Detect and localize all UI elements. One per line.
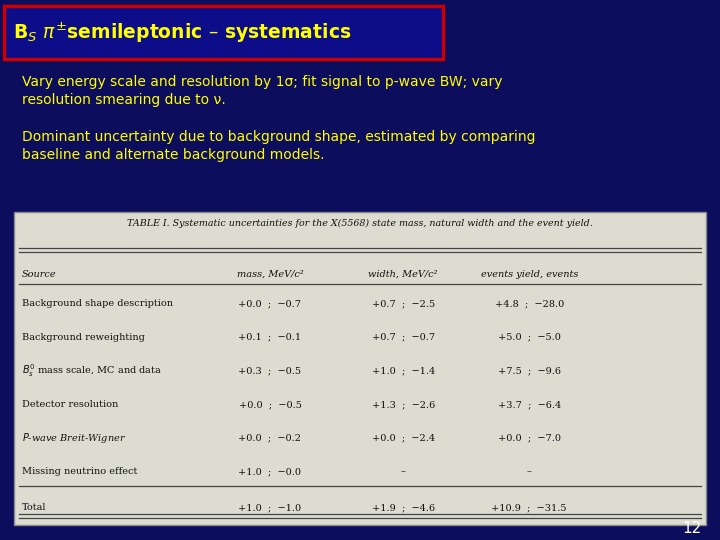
Text: Total: Total — [22, 503, 46, 512]
Text: +0.0  ;  −2.4: +0.0 ; −2.4 — [372, 434, 435, 443]
Text: +0.0  ;  −0.5: +0.0 ; −0.5 — [238, 400, 302, 409]
Text: +1.3  ;  −2.6: +1.3 ; −2.6 — [372, 400, 435, 409]
FancyBboxPatch shape — [14, 212, 706, 525]
Text: +1.0  ;  −1.0: +1.0 ; −1.0 — [238, 503, 302, 512]
Text: +1.0  ;  −1.4: +1.0 ; −1.4 — [372, 367, 435, 375]
Text: +10.9  ;  −31.5: +10.9 ; −31.5 — [492, 503, 567, 512]
Text: events yield, events: events yield, events — [480, 270, 578, 279]
Text: +0.7  ;  −2.5: +0.7 ; −2.5 — [372, 299, 435, 308]
Text: +0.0  ;  −0.2: +0.0 ; −0.2 — [238, 434, 302, 443]
Text: +0.1  ;  −0.1: +0.1 ; −0.1 — [238, 333, 302, 342]
Text: width, MeV/c²: width, MeV/c² — [369, 270, 438, 279]
FancyBboxPatch shape — [4, 6, 443, 59]
Text: Background shape description: Background shape description — [22, 299, 173, 308]
Text: Vary energy scale and resolution by 1σ; fit signal to p-wave BW; vary
resolution: Vary energy scale and resolution by 1σ; … — [22, 75, 502, 107]
Text: mass, MeV/c²: mass, MeV/c² — [237, 270, 303, 279]
Text: +1.0  ;  −0.0: +1.0 ; −0.0 — [238, 467, 302, 476]
Text: –: – — [527, 467, 531, 476]
Text: +5.0  ;  −5.0: +5.0 ; −5.0 — [498, 333, 561, 342]
Text: 12: 12 — [683, 521, 702, 536]
Text: Background reweighting: Background reweighting — [22, 333, 145, 342]
Text: +0.0  ;  −0.7: +0.0 ; −0.7 — [238, 299, 302, 308]
Text: Dominant uncertainty due to background shape, estimated by comparing
baseline an: Dominant uncertainty due to background s… — [22, 130, 535, 162]
Text: Missing neutrino effect: Missing neutrino effect — [22, 467, 137, 476]
Text: +7.5  ;  −9.6: +7.5 ; −9.6 — [498, 367, 561, 375]
Text: B$_S$ $\pi^{\pm}$semileptonic – systematics: B$_S$ $\pi^{\pm}$semileptonic – systemat… — [13, 21, 351, 45]
Text: $P$-wave Breit-Wigner: $P$-wave Breit-Wigner — [22, 431, 126, 445]
Text: +0.3  ;  −0.5: +0.3 ; −0.5 — [238, 367, 302, 375]
Text: +0.7  ;  −0.7: +0.7 ; −0.7 — [372, 333, 435, 342]
Text: $B^0_s$ mass scale, MC and data: $B^0_s$ mass scale, MC and data — [22, 362, 162, 379]
Text: +4.8  ;  −28.0: +4.8 ; −28.0 — [495, 299, 564, 308]
Text: +0.0  ;  −7.0: +0.0 ; −7.0 — [498, 434, 561, 443]
Text: Detector resolution: Detector resolution — [22, 400, 118, 409]
Text: TABLE I. Systematic uncertainties for the X(5568) state mass, natural width and : TABLE I. Systematic uncertainties for th… — [127, 219, 593, 228]
Text: +1.9  ;  −4.6: +1.9 ; −4.6 — [372, 503, 435, 512]
Text: –: – — [401, 467, 405, 476]
Text: Source: Source — [22, 270, 56, 279]
Text: +3.7  ;  −6.4: +3.7 ; −6.4 — [498, 400, 561, 409]
